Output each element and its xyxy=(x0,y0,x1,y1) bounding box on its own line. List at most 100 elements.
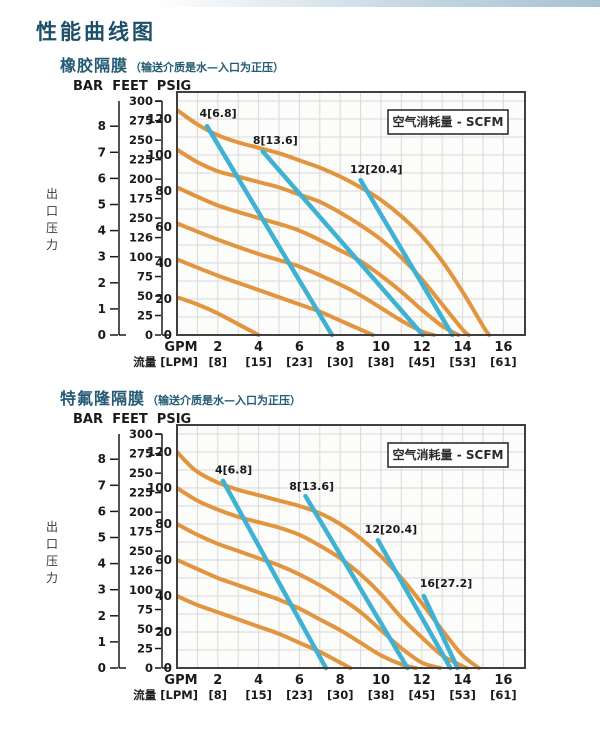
svg-text:BAR: BAR xyxy=(73,413,103,427)
svg-text:200: 200 xyxy=(129,505,153,519)
pump-curve-80psig xyxy=(177,522,443,670)
section-note-rubber: （输送介质是水—入口为正压） xyxy=(130,61,285,74)
air-line-label: 8[13.6] xyxy=(289,480,334,493)
pump-curve-40psig xyxy=(177,594,353,670)
chart-section-rubber: 橡胶隔膜 （输送介质是水—入口为正压） 4[6.8] 8[13.6] 12[20.4]… xyxy=(0,52,600,375)
section-heading-teflon: 特氟隆隔膜 （输送介质是水—入口为正压） xyxy=(60,385,600,409)
svg-text:126: 126 xyxy=(129,564,153,578)
svg-text:80: 80 xyxy=(155,517,172,531)
svg-text:40: 40 xyxy=(155,256,172,270)
legend-box: 空气消耗量 - SCFM xyxy=(387,109,509,135)
svg-text:6: 6 xyxy=(295,340,304,355)
svg-text:16: 16 xyxy=(494,340,512,355)
svg-text:2: 2 xyxy=(98,276,106,290)
svg-text:175: 175 xyxy=(129,192,153,206)
svg-text:120: 120 xyxy=(147,445,172,459)
air-line-label: 12[20.4] xyxy=(365,523,418,536)
svg-text:[30]: [30] xyxy=(327,688,354,702)
svg-text:250: 250 xyxy=(129,211,153,225)
svg-text:14: 14 xyxy=(454,340,472,355)
svg-text:流量 [LPM]: 流量 [LPM] xyxy=(133,688,198,702)
plot-border xyxy=(176,424,526,669)
svg-text:3: 3 xyxy=(98,583,106,597)
legend-label: 空气消耗量 - SCFM xyxy=(393,114,504,129)
svg-text:4: 4 xyxy=(98,224,106,238)
pump-curve-20psig xyxy=(177,295,261,337)
svg-text:GPM: GPM xyxy=(164,673,197,688)
svg-text:8: 8 xyxy=(336,340,345,355)
svg-text:PSIG: PSIG xyxy=(157,80,191,94)
svg-text:8: 8 xyxy=(336,673,345,688)
svg-text:4: 4 xyxy=(98,557,106,571)
svg-text:175: 175 xyxy=(129,525,153,539)
svg-text:[8]: [8] xyxy=(209,688,228,702)
air-line-4[6.8] xyxy=(220,478,329,671)
svg-text:流量 [LPM]: 流量 [LPM] xyxy=(133,355,198,369)
svg-text:[30]: [30] xyxy=(327,355,354,369)
svg-text:100: 100 xyxy=(129,250,153,264)
svg-text:FEET: FEET xyxy=(112,413,148,427)
pump-curve-120psig xyxy=(177,450,481,670)
svg-text:14: 14 xyxy=(454,673,472,688)
air-line-label: 4[6.8] xyxy=(199,107,236,120)
svg-text:225: 225 xyxy=(129,486,153,500)
svg-text:7: 7 xyxy=(98,478,106,492)
svg-text:[38]: [38] xyxy=(368,355,395,369)
svg-text:5: 5 xyxy=(98,531,106,545)
pump-curve-60psig xyxy=(177,558,418,670)
svg-text:80: 80 xyxy=(155,184,172,198)
pump-curve-60psig xyxy=(177,221,436,337)
section-title-teflon: 特氟隆隔膜 xyxy=(60,389,146,408)
svg-text:0: 0 xyxy=(98,661,106,675)
svg-text:0: 0 xyxy=(164,661,172,675)
bar-axis: 0 1 2 3 4 5 6 7 8 xyxy=(98,101,126,342)
svg-text:[38]: [38] xyxy=(368,688,395,702)
chart-section-teflon: 特氟隆隔膜 （输送介质是水—入口为正压） 4[6.8] 8[13.6] 12[20.4… xyxy=(0,385,600,708)
bar-axis: 0 1 2 3 4 5 6 7 8 xyxy=(98,434,126,675)
svg-text:6: 6 xyxy=(98,171,106,185)
svg-text:[61]: [61] xyxy=(490,688,517,702)
svg-text:120: 120 xyxy=(147,112,172,126)
svg-text:250: 250 xyxy=(129,133,153,147)
svg-text:50: 50 xyxy=(137,622,153,636)
svg-text:6: 6 xyxy=(98,504,106,518)
pump-curve-120psig xyxy=(177,108,492,337)
svg-text:225: 225 xyxy=(129,153,153,167)
svg-text:FEET: FEET xyxy=(112,80,148,94)
air-line-label: 8[13.6] xyxy=(253,134,298,147)
air-line-12[20.4] xyxy=(358,177,455,338)
svg-text:60: 60 xyxy=(155,553,172,567)
svg-text:126: 126 xyxy=(129,231,153,245)
svg-text:1: 1 xyxy=(98,635,106,649)
air-line-4[6.8] xyxy=(204,123,335,338)
svg-text:2: 2 xyxy=(98,609,106,623)
pump-performance-chart-teflon: 4[6.8] 8[13.6] 12[20.4] 16[27.2] 空气消耗量 - SCF… xyxy=(46,413,526,702)
outlet-pressure-axis-title: 出口压力 xyxy=(46,187,58,252)
svg-text:[61]: [61] xyxy=(490,355,517,369)
section-heading-rubber: 橡胶隔膜 （输送介质是水—入口为正压） xyxy=(60,52,600,76)
svg-text:10: 10 xyxy=(372,673,390,688)
section-title-rubber: 橡胶隔膜 xyxy=(60,56,129,75)
legend-label: 空气消耗量 - SCFM xyxy=(393,447,504,462)
svg-text:8: 8 xyxy=(98,119,106,133)
svg-text:20: 20 xyxy=(155,292,172,306)
air-consumption-lines xyxy=(204,123,455,338)
svg-text:40: 40 xyxy=(155,589,172,603)
svg-text:[15]: [15] xyxy=(245,355,272,369)
psig-axis: 120 100 80 60 40 20 0 xyxy=(147,445,172,675)
svg-text:4: 4 xyxy=(254,340,263,355)
pump-curve-100psig xyxy=(177,486,469,670)
svg-text:25: 25 xyxy=(137,309,153,323)
svg-text:BAR: BAR xyxy=(73,80,103,94)
svg-text:300: 300 xyxy=(129,427,153,441)
svg-text:12: 12 xyxy=(413,673,431,688)
svg-text:75: 75 xyxy=(137,603,153,617)
svg-text:[8]: [8] xyxy=(209,355,228,369)
svg-text:275: 275 xyxy=(129,447,153,461)
svg-text:[53]: [53] xyxy=(449,355,476,369)
pump-curve-100psig xyxy=(177,147,471,337)
outlet-pressure-axis-title: 出口压力 xyxy=(46,520,58,585)
air-line-label: 16[27.2] xyxy=(420,577,473,590)
